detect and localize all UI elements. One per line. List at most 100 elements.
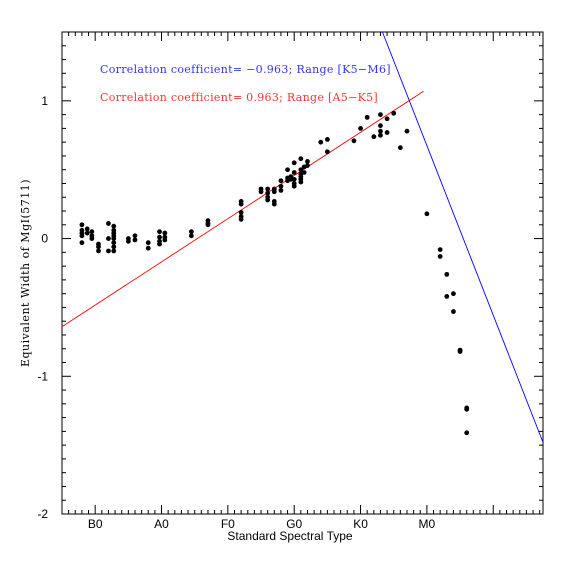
data-point <box>84 226 90 232</box>
data-point <box>271 189 277 195</box>
data-point <box>132 237 138 243</box>
data-point <box>305 163 310 168</box>
data-point <box>238 201 244 207</box>
y-tick-label: -1 <box>37 369 48 383</box>
fit-line-blue <box>382 31 544 443</box>
data-point <box>265 186 271 192</box>
data-point <box>132 233 138 239</box>
data-point <box>265 197 271 203</box>
data-point <box>298 167 304 173</box>
data-point <box>464 430 470 436</box>
data-point <box>384 116 390 122</box>
data-point <box>364 114 370 120</box>
data-point <box>291 160 297 166</box>
data-point <box>106 248 111 254</box>
y-tick-labels: 1 0 -1 -2 <box>37 94 48 521</box>
x-tick-label: M0 <box>419 517 436 531</box>
data-point <box>157 229 162 235</box>
fit-line-red <box>61 90 424 328</box>
data-point <box>79 240 85 246</box>
data-point <box>285 167 290 173</box>
x-tick-label: K0 <box>353 517 368 531</box>
data-point <box>205 222 211 228</box>
y-tick-label: 1 <box>41 94 48 108</box>
data-point <box>106 221 111 226</box>
data-point <box>111 244 117 250</box>
data-point <box>404 128 410 134</box>
fit-lines <box>61 31 544 443</box>
data-point <box>111 223 117 229</box>
data-point <box>378 123 383 129</box>
data-point <box>451 291 456 297</box>
data-point <box>351 138 357 144</box>
data-point <box>162 237 168 243</box>
data-point <box>457 349 463 354</box>
data-point <box>298 156 304 162</box>
data-point <box>238 216 244 222</box>
data-point <box>238 210 244 215</box>
data-point <box>258 189 264 195</box>
data-point <box>145 240 151 246</box>
x-tick-label: B0 <box>88 517 103 531</box>
data-point <box>291 176 297 182</box>
data-point <box>324 137 330 142</box>
data-point <box>318 139 324 145</box>
data-point <box>444 271 450 277</box>
data-point <box>371 134 377 140</box>
data-point <box>79 233 85 239</box>
axis-ticks <box>61 31 543 515</box>
data-point <box>451 309 456 314</box>
data-point <box>188 229 194 235</box>
data-point <box>444 294 450 299</box>
data-point <box>384 130 390 135</box>
data-point <box>298 179 304 185</box>
data-point <box>96 248 101 254</box>
data-point <box>125 238 131 244</box>
data-point <box>111 240 117 246</box>
data-point <box>391 110 397 116</box>
data-point <box>378 132 383 138</box>
data-point <box>288 176 294 182</box>
data-point <box>96 244 101 250</box>
data-point <box>358 125 363 131</box>
data-point <box>84 230 90 236</box>
data-point <box>271 201 277 207</box>
plot-frame <box>61 31 544 515</box>
data-point <box>278 183 284 189</box>
data-point <box>437 254 443 259</box>
data-point <box>145 245 151 251</box>
x-tick-labels: B0 A0 F0 G0 K0 M0 <box>88 517 436 531</box>
x-tick-label: F0 <box>221 517 235 531</box>
data-point <box>278 178 284 184</box>
y-tick-label: -2 <box>37 507 48 521</box>
data-point <box>188 233 194 239</box>
data-point <box>111 248 117 254</box>
data-point <box>291 170 297 175</box>
data-point <box>111 236 117 241</box>
y-tick-label: 0 <box>41 232 48 246</box>
data-point <box>89 236 95 241</box>
data-point <box>79 222 85 228</box>
data-point <box>305 159 310 164</box>
y-axis-label: Equivalent Width of MgI(5711) <box>19 179 32 367</box>
data-point <box>157 234 162 240</box>
x-tick-label: G0 <box>286 517 302 531</box>
data-point <box>437 247 443 252</box>
data-point <box>397 145 403 151</box>
data-point <box>378 128 383 134</box>
data-point <box>301 170 307 175</box>
data-point <box>464 406 470 412</box>
x-axis-label: Standard Spectral Type <box>227 529 353 543</box>
data-point <box>378 112 383 118</box>
data-point <box>162 230 168 236</box>
data-point <box>157 241 162 247</box>
data-point <box>89 229 95 235</box>
data-point <box>424 211 430 217</box>
data-point <box>106 236 111 241</box>
x-tick-label: A0 <box>154 517 169 531</box>
data-point <box>265 190 271 196</box>
data-point <box>324 149 330 155</box>
annotation-blue: Correlation coefficient= −0.963; Range [… <box>100 63 391 76</box>
data-points <box>79 110 470 436</box>
